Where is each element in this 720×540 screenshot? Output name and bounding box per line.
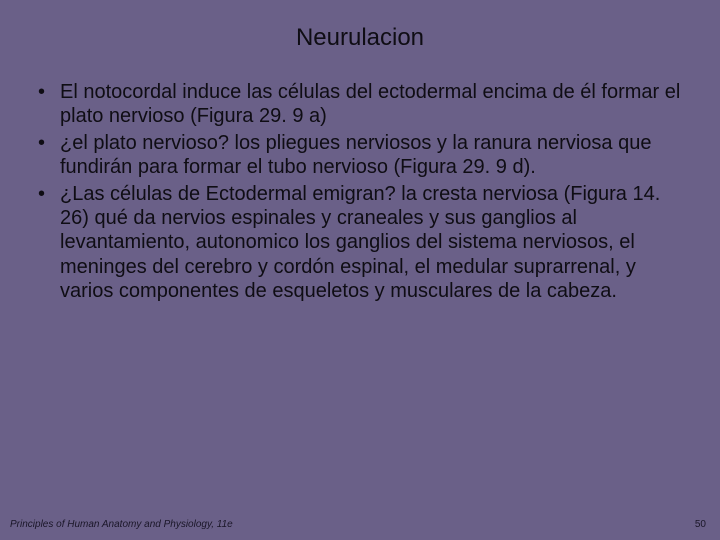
bullet-text: ¿Las células de Ectodermal emigran? la c… bbox=[60, 183, 660, 303]
footer-source: Principles of Human Anatomy and Physiolo… bbox=[10, 519, 233, 530]
slide: Neurulacion El notocordal induce las cél… bbox=[0, 0, 720, 540]
bullet-text: ¿el plato nervioso? los pliegues nervios… bbox=[60, 132, 651, 178]
slide-title: Neurulacion bbox=[28, 24, 692, 52]
bullet-text: El notocordal induce las células del ect… bbox=[60, 81, 680, 127]
list-item: ¿el plato nervioso? los pliegues nervios… bbox=[34, 131, 692, 180]
list-item: ¿Las células de Ectodermal emigran? la c… bbox=[34, 182, 692, 304]
bullet-list: El notocordal induce las células del ect… bbox=[28, 80, 692, 304]
page-number: 50 bbox=[695, 519, 706, 530]
list-item: El notocordal induce las células del ect… bbox=[34, 80, 692, 129]
